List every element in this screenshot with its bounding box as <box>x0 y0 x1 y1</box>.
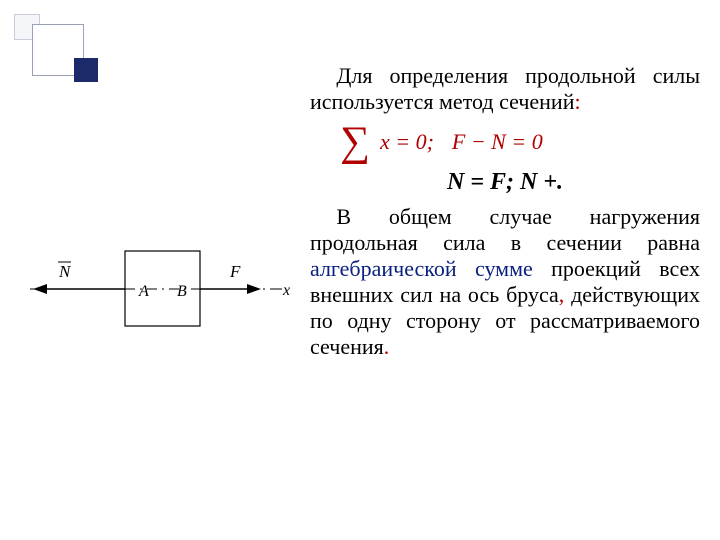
label-x: x <box>282 282 290 299</box>
sigma-symbol: ∑ <box>310 121 370 163</box>
para2-a: В общем случае нагружения продольная сил… <box>310 204 700 255</box>
equation-2: N = F; N +. <box>310 169 700 196</box>
paragraph-general: В общем случае нагружения продольная сил… <box>310 204 700 360</box>
slide-content: N F x A B Для определения продольной сил… <box>10 55 700 520</box>
label-A: A <box>138 283 149 300</box>
equation-1: ∑ x = 0; F − N = 0 <box>310 121 700 163</box>
paragraph-intro: Для определения продольной силы использу… <box>310 63 700 115</box>
text-column: Для определения продольной силы использу… <box>310 55 700 520</box>
diagram-column: N F x A B <box>10 55 310 520</box>
force-F-arrowhead <box>247 284 261 294</box>
para1-text: Для определения продольной силы использу… <box>310 63 700 114</box>
eq1-part-a: x = 0; <box>380 129 434 155</box>
colon-red: : <box>574 89 580 114</box>
period-red: . <box>384 334 390 359</box>
force-N-arrowhead <box>33 284 47 294</box>
label-B: B <box>177 283 187 300</box>
para2-blue: алгебраической сумме <box>310 256 533 281</box>
label-N: N <box>58 262 72 281</box>
eq1-part-b: F − N = 0 <box>452 129 543 155</box>
force-diagram: N F x A B <box>25 233 295 343</box>
label-F: F <box>229 262 241 281</box>
